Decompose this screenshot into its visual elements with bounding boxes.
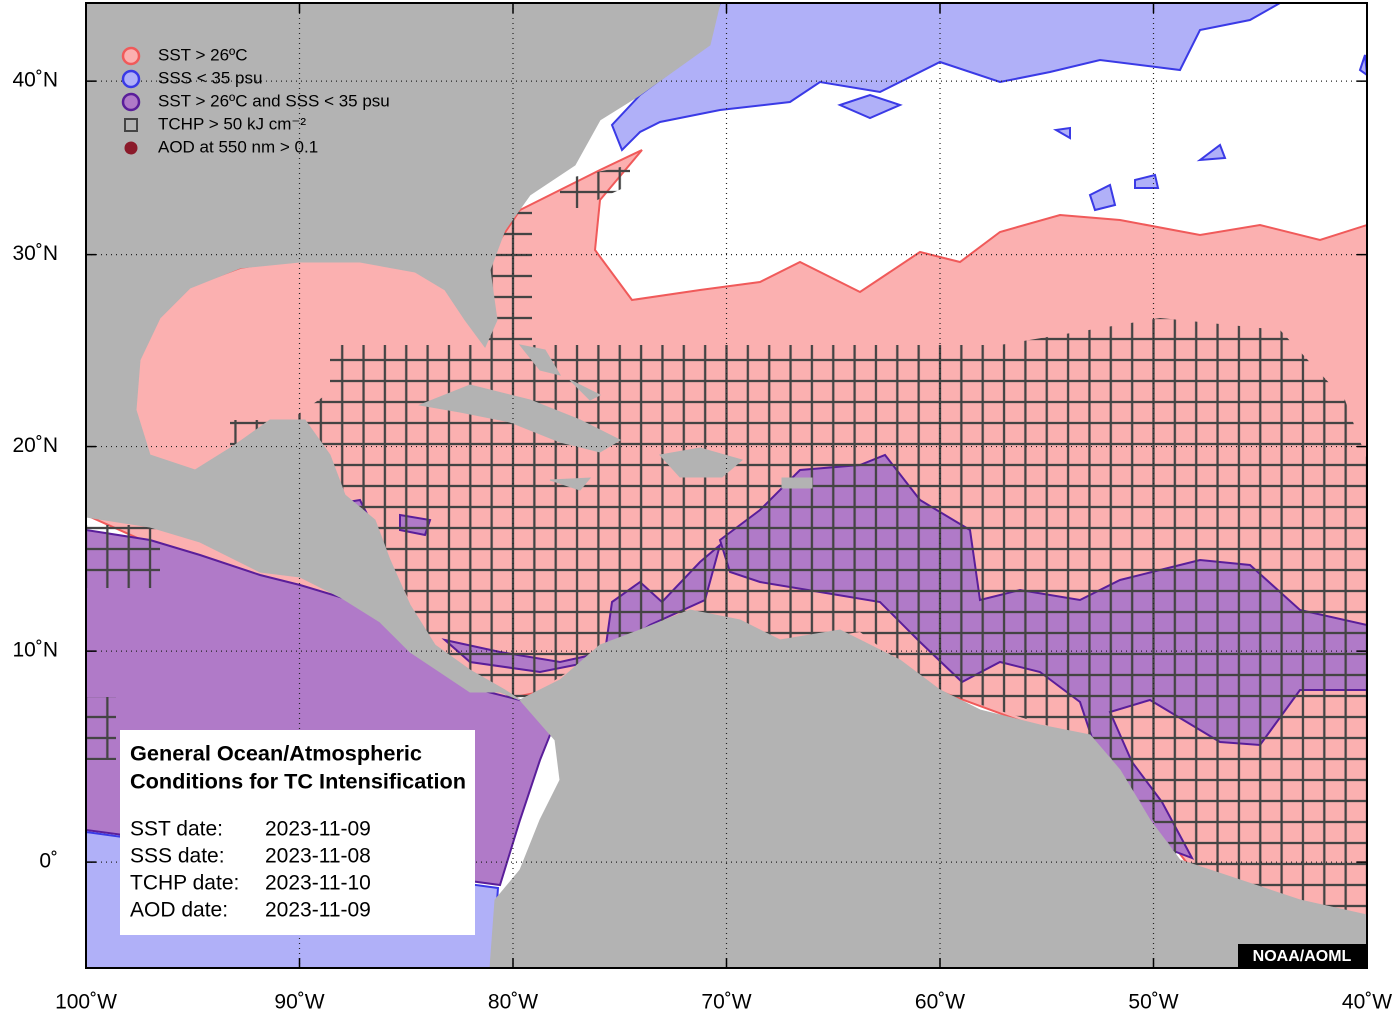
legend: SST > 26ºC SSS < 35 psu SST > 26ºC and SSS… [121,45,390,156]
grid [86,3,1367,968]
credit: NOAA/AOML [1253,948,1352,965]
x-tick-label: 50˚W [1128,991,1178,1014]
y-tick-label: 10˚N [12,639,58,662]
x-tick-label: 60˚W [915,991,965,1014]
south-america [489,609,1367,968]
info-title: Conditions for TC Intensification [130,771,466,794]
info-dates: SST date: 2023-11-09 SSS date: 2023-11-08 TC… [130,818,371,922]
legend-marker [124,118,138,132]
y-tick-label: 40˚N [12,69,58,92]
x-tick-label: 70˚W [701,991,751,1014]
y-tick-label: 0˚ [39,850,58,873]
legend-label: SST > 26ºC [158,45,248,64]
north-america [86,3,721,701]
date-value: 2023-11-10 [265,872,371,895]
info-box-background [120,730,475,935]
y-tick-label: 30˚N [12,242,58,265]
legend-label: AOD at 550 nm > 0.1 [158,137,318,156]
date-value: 2023-11-09 [265,818,371,841]
sss-region [610,3,1283,152]
date-label: SSS date: [130,845,225,868]
legend-marker [124,141,138,155]
date-label: TCHP date: [130,872,239,895]
legend-marker [121,69,141,89]
x-tick-label: 90˚W [274,991,324,1014]
date-value: 2023-11-09 [265,899,371,922]
islands [418,384,813,491]
credit-background [1238,944,1367,968]
axes: 100˚W 90˚W 80˚W 70˚W 60˚W 50˚W 40˚W 0˚ 10˚N 20˚N 3… [12,3,1392,1014]
legend-label: SSS < 35 psu [158,68,262,87]
legend-label: TCHP > 50 kJ cm⁻² [158,114,306,133]
date-label: SST date: [130,818,223,841]
legend-marker [121,92,141,112]
legend-marker [121,46,141,66]
tchp-region [230,318,1367,925]
x-tick-label: 40˚W [1342,991,1392,1014]
date-label: AOD date: [130,899,228,922]
legend-label: SST > 26ºC and SSS < 35 psu [158,91,390,110]
info-box: General Ocean/Atmospheric Conditions for… [120,730,475,935]
info-title: General Ocean/Atmospheric [130,743,422,766]
y-tick-label: 20˚N [12,434,58,457]
x-tick-label: 80˚W [488,991,538,1014]
sss-region [837,54,1367,212]
date-value: 2023-11-08 [265,845,371,868]
bahamas [518,344,602,401]
x-tick-label: 100˚W [55,991,117,1014]
